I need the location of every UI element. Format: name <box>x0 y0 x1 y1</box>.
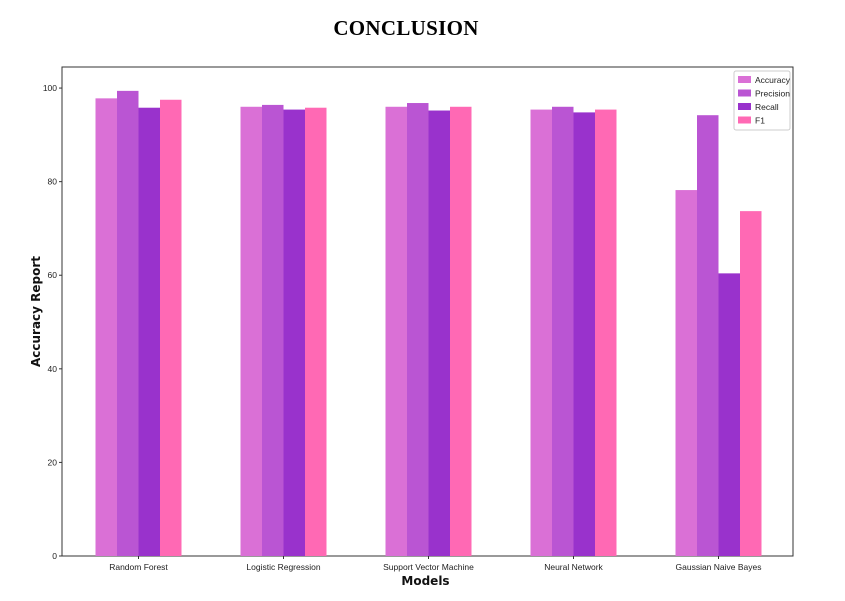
legend-swatch-f1 <box>738 116 751 124</box>
legend-label-f1: F1 <box>755 116 765 126</box>
legend-swatch-precision <box>738 89 751 97</box>
x-axis: Random Forest Logistic Regression Support … <box>109 556 762 572</box>
x-axis-title: Models <box>401 574 449 588</box>
y-tick-label: 0 <box>52 551 57 561</box>
y-tick-label: 100 <box>43 83 57 93</box>
y-tick-label: 40 <box>48 364 58 374</box>
bar-precision-gaussian-naive-bayes <box>697 115 719 556</box>
bar-precision-logistic-regression <box>262 104 284 556</box>
legend: Accuracy Precision Recall F1 <box>733 70 791 131</box>
legend-label-precision: Precision <box>755 89 790 99</box>
bar-accuracy-random-forest <box>95 98 117 557</box>
bar-accuracy-gaussian-naive-bayes <box>675 190 697 556</box>
legend-swatch-recall <box>738 103 751 110</box>
bar-f1-support-vector-machine <box>450 106 472 556</box>
bars-layer <box>95 90 762 557</box>
y-tick-label: 20 <box>48 457 58 467</box>
y-axis-title: Accuracy Report <box>29 256 43 367</box>
bar-recall-neural-network <box>573 112 595 556</box>
y-axis: 0 20 40 60 80 100 <box>43 83 62 561</box>
legend-box <box>733 70 791 131</box>
legend-label-accuracy: Accuracy <box>755 75 791 85</box>
bar-f1-neural-network <box>595 109 617 557</box>
legend-swatch-accuracy <box>738 76 751 83</box>
bar-accuracy-support-vector-machine <box>385 106 407 556</box>
bar-precision-random-forest <box>117 90 139 556</box>
bar-f1-logistic-regression <box>305 107 327 557</box>
legend-label-recall: Recall <box>755 102 779 112</box>
page-title: CONCLUSION <box>333 16 479 40</box>
x-tick-label: Support Vector Machine <box>383 562 474 572</box>
x-tick-label: Gaussian Naive Bayes <box>676 562 762 572</box>
x-tick-label: Random Forest <box>109 562 168 572</box>
x-tick-label: Neural Network <box>544 562 603 572</box>
y-tick-label: 60 <box>48 270 58 280</box>
bar-recall-random-forest <box>138 107 160 557</box>
bar-recall-logistic-regression <box>283 109 305 557</box>
bar-recall-support-vector-machine <box>428 110 450 556</box>
bar-f1-gaussian-naive-bayes <box>740 211 762 556</box>
bar-accuracy-logistic-regression <box>240 106 262 556</box>
bar-f1-random-forest <box>160 99 182 556</box>
bar-recall-gaussian-naive-bayes <box>718 273 740 556</box>
x-tick-label: Logistic Regression <box>246 562 320 572</box>
y-tick-label: 80 <box>48 177 58 187</box>
bar-precision-neural-network <box>552 106 574 556</box>
bar-precision-support-vector-machine <box>407 103 429 556</box>
bar-accuracy-neural-network <box>530 109 552 557</box>
